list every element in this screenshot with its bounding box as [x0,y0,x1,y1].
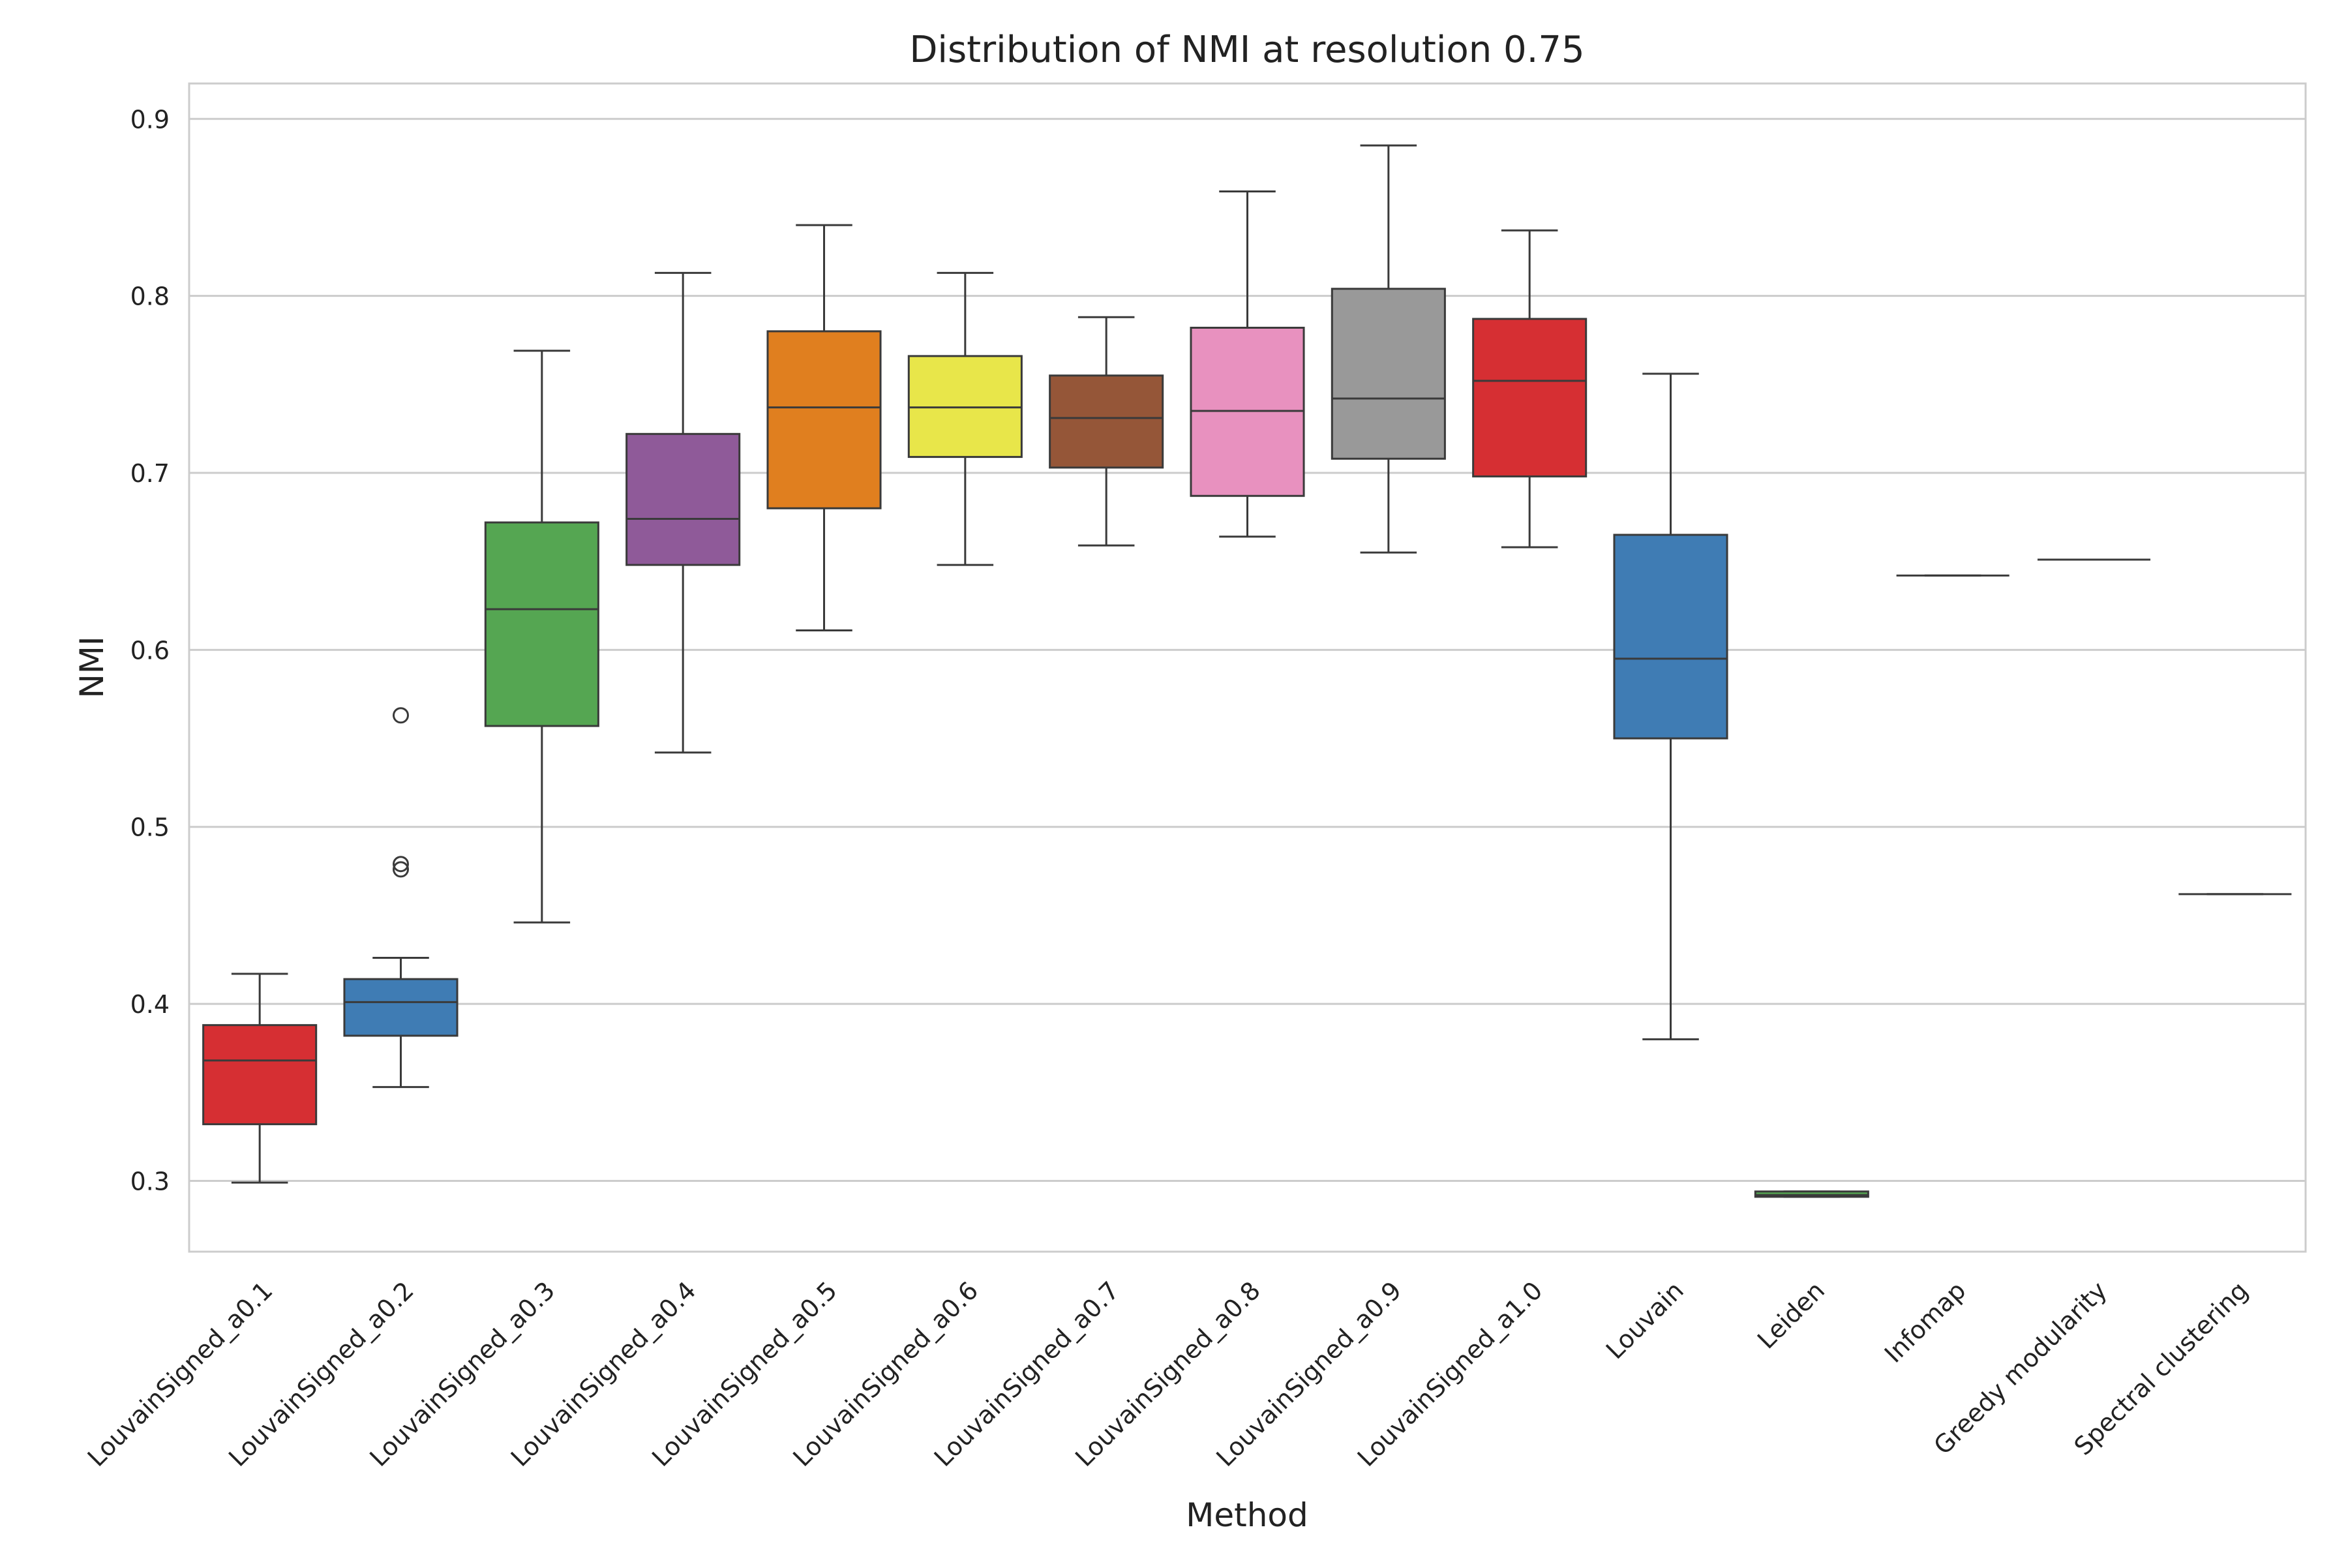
box [484,521,599,727]
box [766,330,882,509]
y-tick-label: 0.8 [130,282,170,311]
box-group [1049,316,1164,547]
box-group [202,972,318,1184]
y-tick-labels: 0.3 0.4 0.5 0.6 0.7 0.8 0.9 [130,105,170,1196]
x-tick-label: Infomap [1879,1276,1972,1368]
outlier-point [393,856,409,873]
y-axis-label: NMI [73,636,111,698]
chart-title: Distribution of NMI at resolution 0.75 [909,29,1584,71]
box-group [625,271,741,754]
x-tick-label: Louvain [1601,1276,1689,1364]
x-tick-labels: LouvainSigned_a0.1LouvainSigned_a0.2Louv… [82,1276,2253,1472]
box-group [343,707,459,1089]
box-group [484,350,599,924]
outlier-point [393,861,409,878]
x-axis-label: Method [1186,1496,1308,1534]
box-group [1754,1190,1869,1198]
box-group [1472,229,1588,549]
x-tick-label: Leiden [1752,1276,1830,1354]
y-tick-label: 0.5 [130,813,170,842]
box [202,1024,318,1126]
boxes [202,144,2292,1198]
box [1613,534,1728,740]
box-group [766,224,882,632]
y-tick-label: 0.7 [130,459,170,488]
box [1049,374,1164,469]
plot-frame [188,82,2307,1253]
box [625,432,741,566]
outlier-point [393,707,409,724]
y-tick-label: 0.4 [130,990,170,1019]
box [343,978,459,1037]
box-group [1613,372,1728,1040]
box [1472,318,1588,477]
y-tick-label: 0.6 [130,636,170,665]
box-group [907,271,1023,566]
y-tick-label: 0.9 [130,105,170,134]
box-group [1331,144,1446,554]
box [1331,288,1446,460]
y-tick-label: 0.3 [130,1167,170,1196]
box-group [1190,190,1305,538]
